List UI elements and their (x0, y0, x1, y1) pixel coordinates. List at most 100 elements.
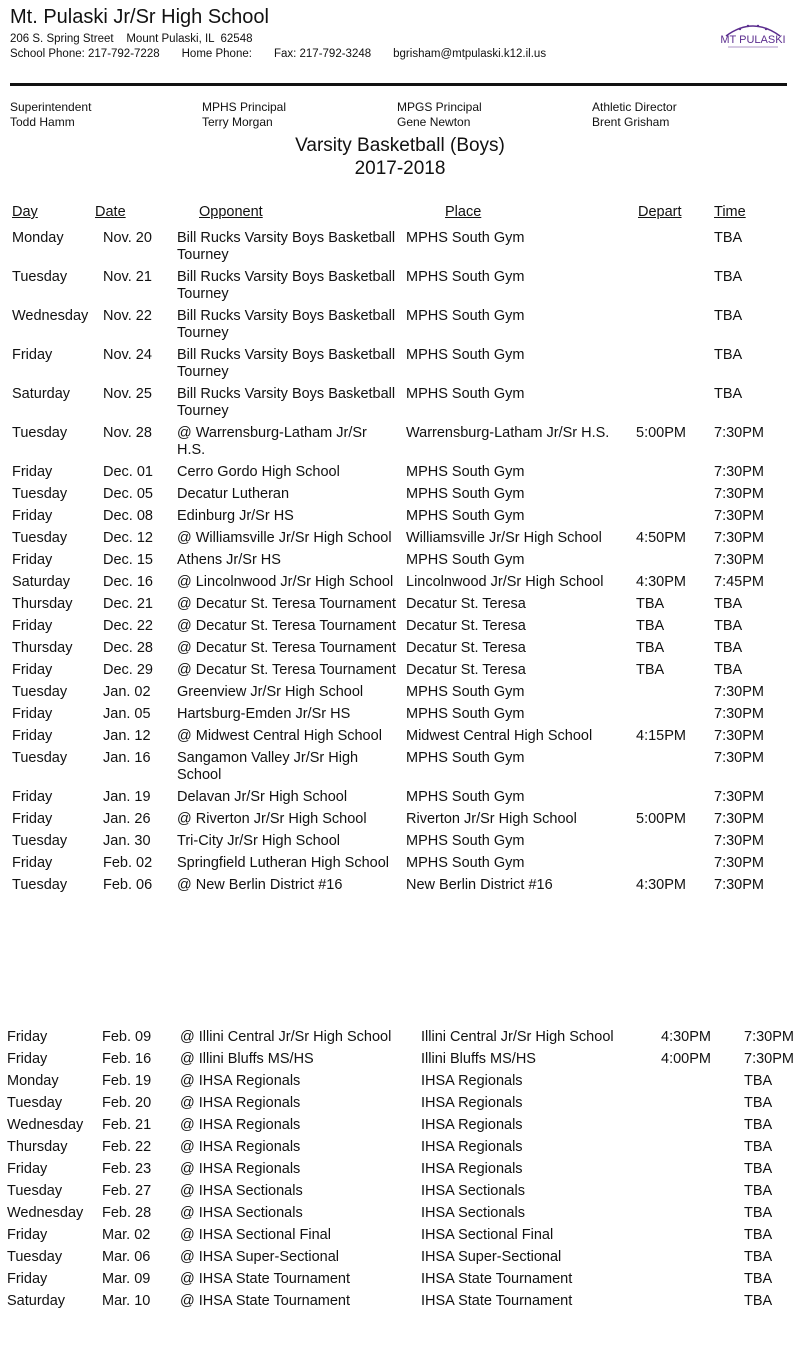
cell-place: IHSA Regionals (421, 1095, 523, 1111)
cell-date: Dec. 12 (103, 530, 153, 546)
email: bgrisham@mtpulaski.k12.il.us (393, 48, 547, 60)
cell-date: Nov. 28 (103, 425, 152, 441)
cell-date: Jan. 16 (103, 750, 151, 766)
cell-opp: @ Riverton Jr/Sr High School (177, 811, 367, 827)
cell-place: MPHS South Gym (406, 386, 525, 402)
cell-opp: @ IHSA Super-Sectional (180, 1249, 339, 1265)
cell-date: Dec. 08 (103, 508, 153, 524)
cell-date: Nov. 20 (103, 230, 152, 246)
cell-opp: @ Williamsville Jr/Sr High School (177, 530, 392, 546)
cell-opp: Decatur Lutheran (177, 486, 290, 502)
cell-date: Nov. 21 (103, 269, 152, 285)
cell-opp: @ Decatur St. Teresa Tournament (177, 640, 396, 656)
col-day: Day (12, 204, 38, 220)
cell-time: TBA (744, 1249, 773, 1265)
cell-day: Friday (7, 1227, 48, 1243)
staff-mpgs-principal: MPGS Principal Gene Newton (397, 100, 482, 129)
schedule-table-continued: Friday Feb. 09 @ Illini Central Jr/Sr High… (0, 1029, 800, 1315)
cell-day: Tuesday (12, 425, 68, 441)
cell-place: IHSA State Tournament (421, 1271, 573, 1287)
cell-place: IHSA Super-Sectional (421, 1249, 562, 1265)
cell-day: Tuesday (7, 1183, 63, 1199)
cell-time: 7:30PM (714, 684, 764, 700)
schedule-row: Friday Dec. 01 Cerro Gordo High School MPHS… (0, 464, 800, 486)
cell-date: Mar. 09 (102, 1271, 151, 1287)
cell-opp: Cerro Gordo High School (177, 464, 340, 480)
cell-day: Monday (12, 230, 64, 246)
cell-date: Feb. 28 (102, 1205, 152, 1221)
schedule-row: Monday Feb. 19 @ IHSA Regionals IHSA Region… (0, 1073, 800, 1095)
schedule-row: Friday Jan. 19 Delavan Jr/Sr High School MP… (0, 789, 800, 811)
school-logo: MT PULASKI (720, 24, 786, 48)
cell-time: TBA (744, 1205, 773, 1221)
cell-opp: @ Decatur St. Teresa Tournament (177, 618, 396, 634)
cell-date: Feb. 09 (102, 1029, 152, 1045)
schedule-row: Friday Jan. 26 @ Riverton Jr/Sr High Schoo… (0, 811, 800, 833)
cell-day: Tuesday (12, 530, 68, 546)
schedule-row: Tuesday Feb. 20 @ IHSA Regionals IHSA Regio… (0, 1095, 800, 1117)
schedule-row: Friday Feb. 23 @ IHSA Regionals IHSA Region… (0, 1161, 800, 1183)
cell-dep: 5:00PM (636, 425, 686, 441)
cell-time: TBA (744, 1161, 773, 1177)
cell-place: MPHS South Gym (406, 750, 525, 766)
cell-dep: TBA (636, 662, 665, 678)
cell-dep: 4:30PM (636, 574, 686, 590)
cell-opp: @ IHSA Regionals (180, 1139, 301, 1155)
cell-date: Jan. 30 (103, 833, 151, 849)
cell-place: MPHS South Gym (406, 684, 525, 700)
cell-time: TBA (714, 230, 743, 246)
cell-day: Tuesday (12, 486, 68, 502)
cell-opp: Athens Jr/Sr HS (177, 552, 281, 568)
cell-time: 7:30PM (714, 508, 764, 524)
cell-date: Mar. 02 (102, 1227, 151, 1243)
cell-place: IHSA Sectionals (421, 1205, 525, 1221)
col-opponent: Opponent (199, 204, 263, 220)
cell-opp: Bill Rucks Varsity Boys Basketball Tourn… (177, 347, 396, 380)
cell-opp: Springfield Lutheran High School (177, 855, 389, 871)
schedule-row: Tuesday Nov. 21 Bill Rucks Varsity Boys Ba… (0, 269, 800, 308)
cell-dep: 4:30PM (661, 1029, 711, 1045)
cell-date: Feb. 02 (103, 855, 153, 871)
cell-opp: @ Warrensburg-Latham Jr/Sr H.S. (177, 425, 367, 458)
cell-date: Dec. 29 (103, 662, 153, 678)
col-date: Date (95, 204, 126, 220)
cell-time: TBA (714, 308, 743, 324)
col-time: Time (714, 204, 746, 220)
cell-date: Nov. 25 (103, 386, 152, 402)
cell-day: Friday (12, 855, 53, 871)
schedule-row: Friday Mar. 09 @ IHSA State Tournament IHSA… (0, 1271, 800, 1293)
cell-place: MPHS South Gym (406, 789, 525, 805)
col-depart: Depart (638, 204, 682, 220)
schedule-table: Monday Nov. 20 Bill Rucks Varsity Boys Bas… (0, 230, 800, 899)
cell-date: Jan. 02 (103, 684, 151, 700)
cell-date: Dec. 15 (103, 552, 153, 568)
cell-place: Midwest Central High School (406, 728, 593, 744)
cell-place: MPHS South Gym (406, 833, 525, 849)
cell-place: Decatur St. Teresa (406, 640, 526, 656)
cell-day: Tuesday (7, 1249, 63, 1265)
cell-date: Jan. 19 (103, 789, 151, 805)
cell-time: 7:30PM (714, 877, 764, 893)
schedule-row: Friday Dec. 08 Edinburg Jr/Sr HS MPHS South… (0, 508, 800, 530)
cell-place: Decatur St. Teresa (406, 618, 526, 634)
cell-date: Feb. 23 (102, 1161, 152, 1177)
schedule-row: Tuesday Nov. 28 @ Warrensburg-Latham Jr/Sr… (0, 425, 800, 464)
cell-opp: @ IHSA Regionals (180, 1117, 301, 1133)
cell-time: TBA (744, 1117, 773, 1133)
cell-time: TBA (714, 386, 743, 402)
header-divider (10, 83, 787, 86)
cell-day: Friday (7, 1271, 48, 1287)
cell-time: TBA (744, 1183, 773, 1199)
cell-day: Thursday (7, 1139, 68, 1155)
cell-time: 7:30PM (714, 728, 764, 744)
cell-place: IHSA Sectionals (421, 1183, 525, 1199)
cell-time: TBA (744, 1293, 773, 1309)
schedule-row: Thursday Dec. 28 @ Decatur St. Teresa Tour… (0, 640, 800, 662)
cell-date: Feb. 27 (102, 1183, 152, 1199)
schedule-row: Wednesday Feb. 28 @ IHSA Sectionals IHSA Se… (0, 1205, 800, 1227)
cell-date: Jan. 26 (103, 811, 151, 827)
cell-date: Feb. 16 (102, 1051, 152, 1067)
cell-date: Mar. 06 (102, 1249, 151, 1265)
cell-time: TBA (744, 1271, 773, 1287)
cell-day: Tuesday (7, 1095, 63, 1111)
